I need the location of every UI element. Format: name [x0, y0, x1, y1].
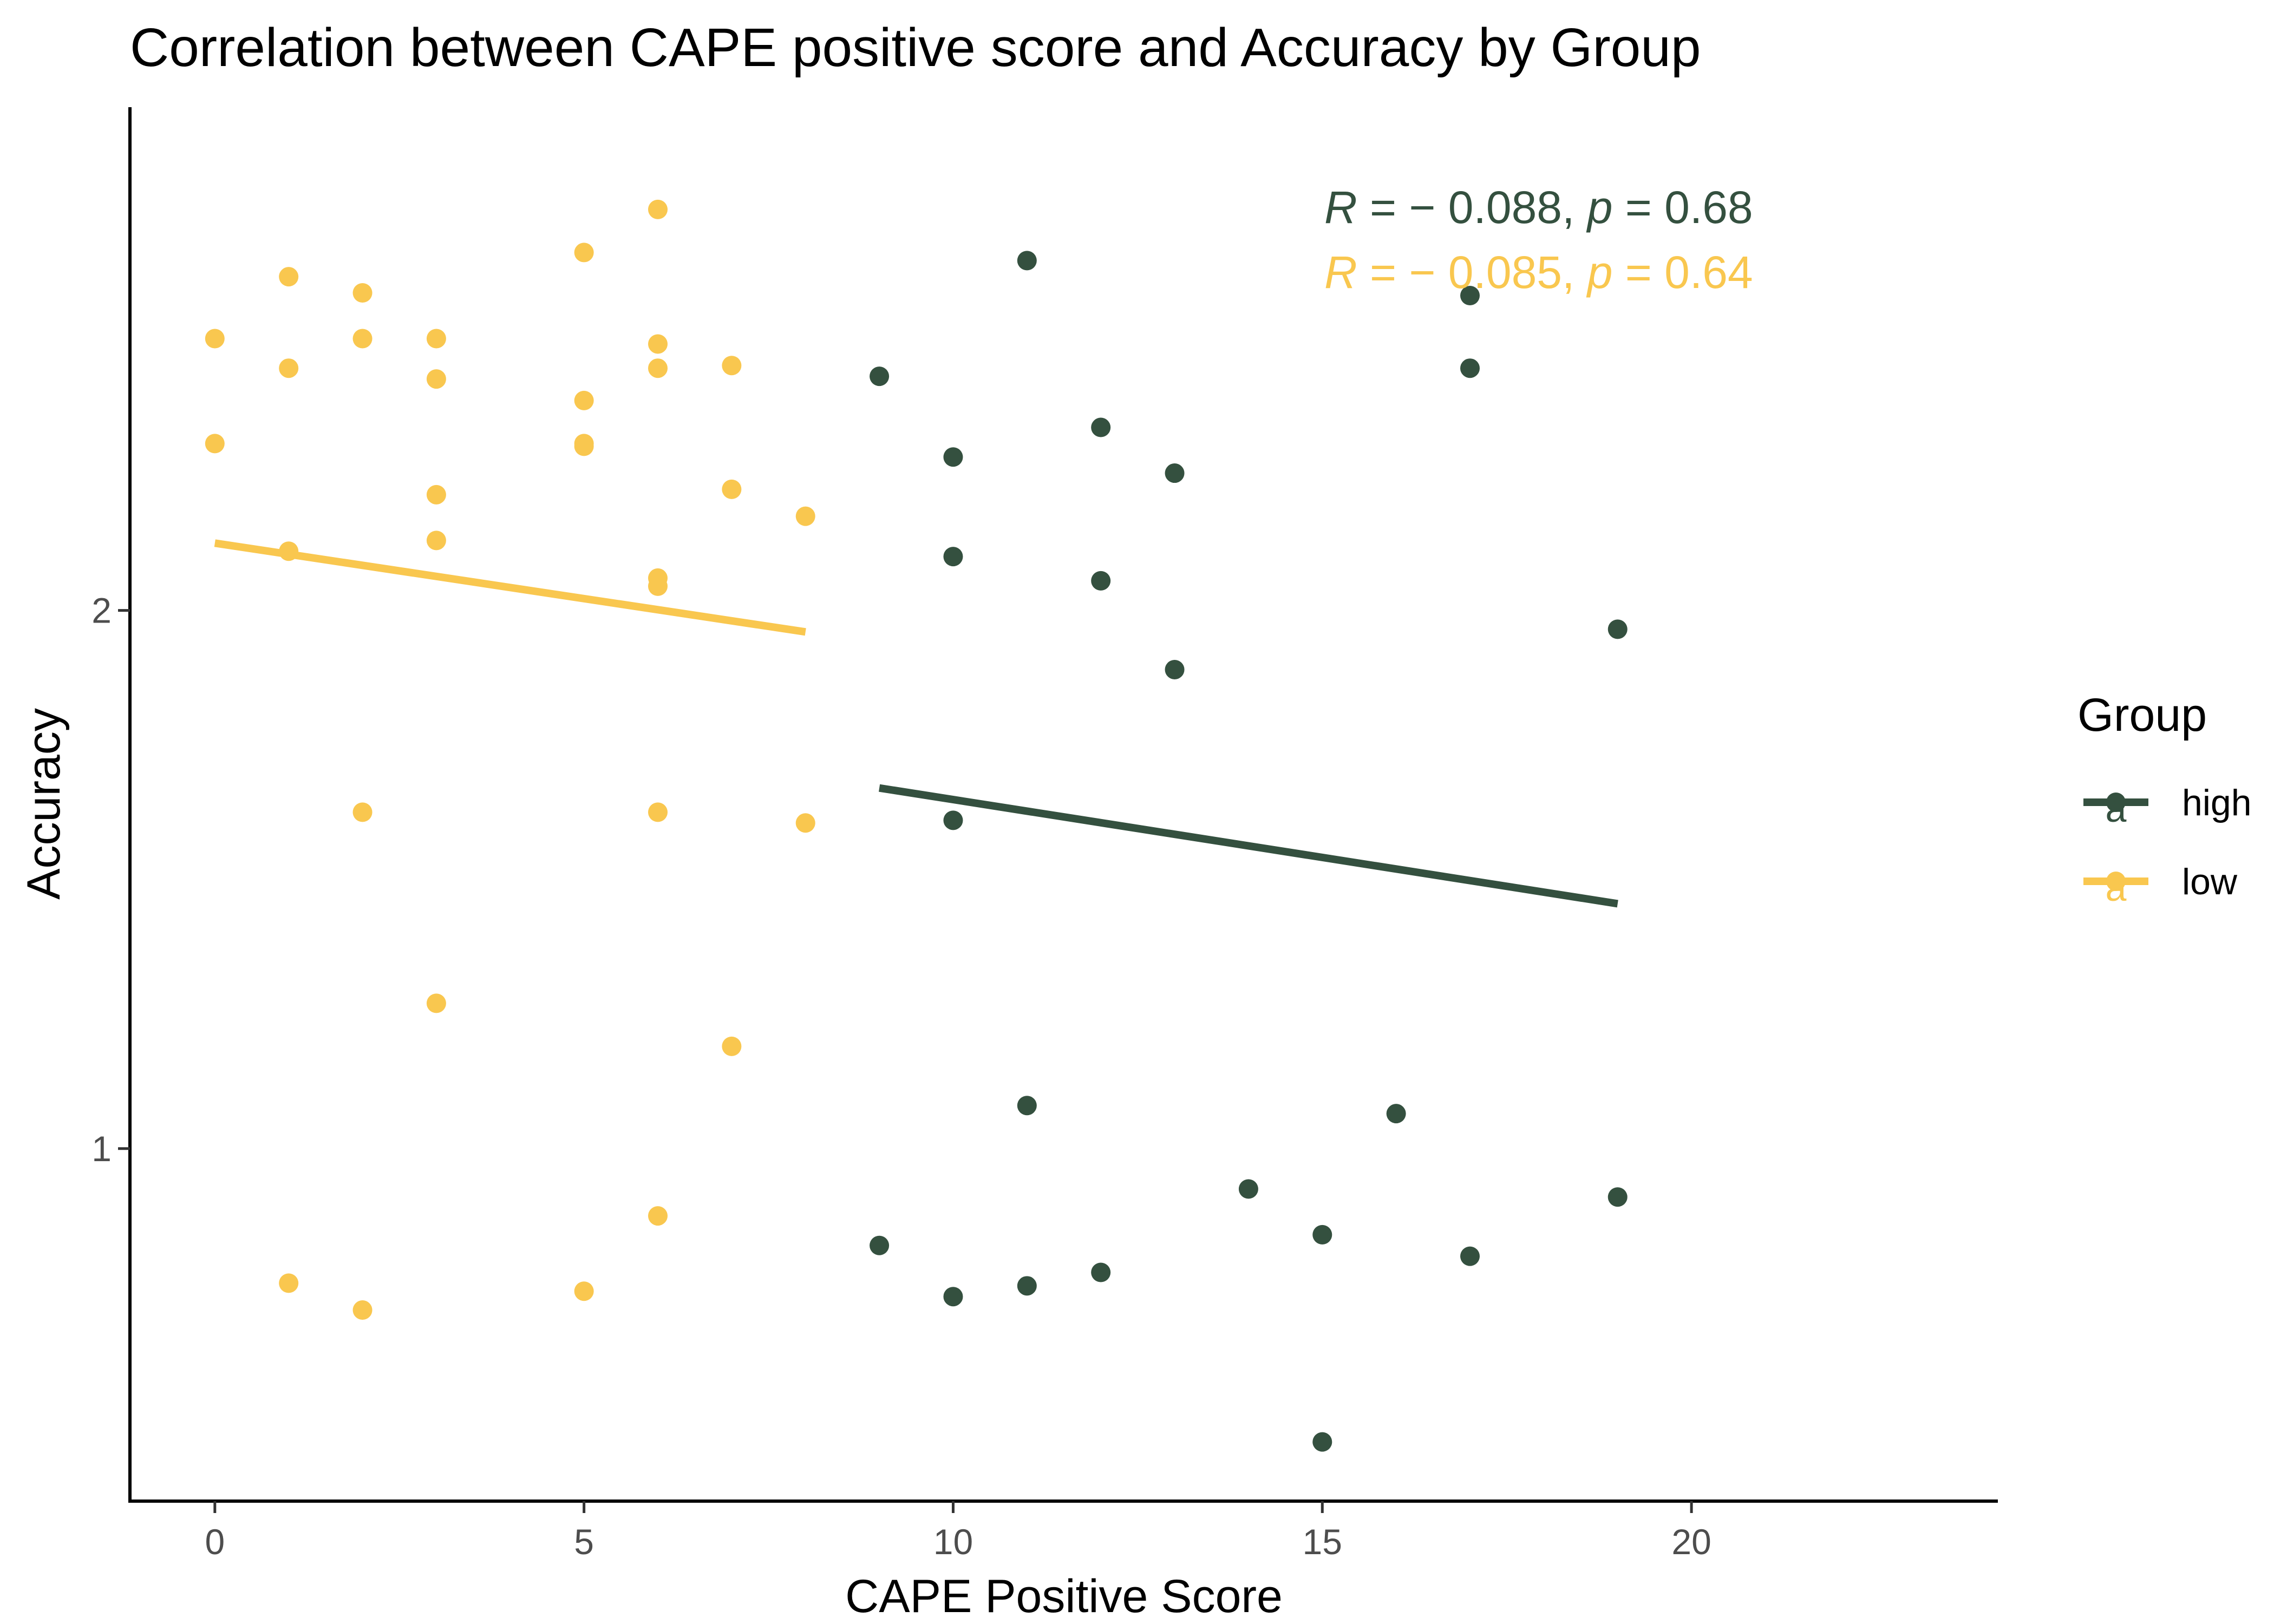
data-point-high — [870, 366, 890, 387]
data-point-low — [426, 993, 446, 1013]
data-point-low — [648, 802, 668, 822]
data-point-high — [1608, 1187, 1628, 1207]
data-point-high — [943, 447, 963, 467]
data-point-high — [870, 1235, 890, 1255]
data-point-low — [722, 356, 742, 376]
data-point-low — [426, 531, 446, 551]
legend-label-low: low — [2182, 861, 2238, 902]
data-point-low — [574, 243, 594, 263]
data-point-low — [722, 479, 742, 499]
correlation-label-high: R = − 0.088, p = 0.68 — [1324, 182, 1753, 233]
data-point-low — [352, 329, 373, 349]
legend-title: Group — [2077, 689, 2207, 741]
data-point-low — [574, 390, 594, 410]
data-point-low — [574, 1281, 594, 1301]
data-point-high — [1312, 1432, 1332, 1452]
legend-key-glyph-low: a — [2106, 867, 2127, 909]
x-tick-label: 10 — [933, 1522, 973, 1562]
data-point-high — [1608, 619, 1628, 639]
data-point-low — [795, 506, 815, 526]
x-axis-ticks: 0 5 10 15 20 — [205, 1501, 1711, 1562]
data-point-high — [1091, 417, 1111, 437]
data-point-high — [1017, 1096, 1037, 1116]
data-point-low — [352, 1300, 373, 1320]
fit-line-low — [214, 539, 806, 636]
data-point-low — [279, 1273, 299, 1293]
data-point-high — [1312, 1224, 1332, 1245]
chart-title: Correlation between CAPE positive score … — [130, 17, 1701, 78]
y-axis-ticks: 12 — [92, 591, 130, 1169]
data-point-low — [279, 358, 299, 378]
data-point-low — [648, 576, 668, 596]
x-tick-label: 5 — [574, 1522, 594, 1562]
data-point-low — [426, 329, 446, 349]
data-point-low — [574, 436, 594, 456]
x-tick-label: 20 — [1671, 1522, 1711, 1562]
data-point-low — [426, 484, 446, 505]
y-tick-label: 2 — [92, 591, 112, 631]
data-point-low — [279, 267, 299, 287]
data-point-low — [648, 1206, 668, 1226]
data-point-low — [352, 283, 373, 303]
x-axis-title: CAPE Positive Score — [845, 1570, 1283, 1622]
data-point-high — [943, 810, 963, 830]
data-point-low — [722, 1036, 742, 1056]
fit-line-high — [879, 784, 1618, 908]
legend-key-point-low — [2106, 872, 2126, 891]
data-point-low — [205, 434, 225, 454]
fit-lines — [214, 539, 1618, 908]
y-axis-title: Accuracy — [18, 708, 70, 900]
data-point-high — [1017, 1276, 1037, 1296]
data-point-high — [1460, 285, 1480, 305]
data-point-high — [1460, 358, 1480, 378]
legend-key-glyph-high: a — [2106, 788, 2127, 830]
legend-items: a high a low — [2083, 782, 2252, 909]
data-point-high — [1460, 1246, 1480, 1266]
data-point-low — [795, 813, 815, 833]
x-tick-label: 0 — [205, 1522, 225, 1562]
data-point-high — [1165, 659, 1185, 679]
data-points — [205, 199, 1628, 1452]
correlation-label-low: R = − 0.085, p = 0.64 — [1324, 247, 1753, 298]
data-point-low — [648, 358, 668, 378]
data-point-low — [279, 541, 299, 561]
data-point-high — [1238, 1179, 1258, 1199]
data-point-high — [943, 547, 963, 567]
data-point-low — [426, 369, 446, 389]
data-point-high — [1091, 1262, 1111, 1282]
data-point-high — [1017, 251, 1037, 271]
y-tick-label: 1 — [92, 1129, 112, 1169]
data-point-high — [943, 1287, 963, 1307]
x-tick-label: 15 — [1303, 1522, 1342, 1562]
data-point-low — [648, 199, 668, 219]
legend: Group a high a low — [2077, 689, 2252, 909]
legend-key-point-high — [2106, 793, 2126, 812]
data-point-low — [352, 802, 373, 822]
correlation-annotations: R = − 0.088, p = 0.68 R = − 0.085, p = 0.… — [1324, 182, 1753, 298]
data-point-high — [1386, 1104, 1406, 1124]
data-point-low — [648, 334, 668, 354]
data-point-low — [205, 329, 225, 349]
legend-label-high: high — [2182, 782, 2252, 823]
data-point-high — [1091, 571, 1111, 591]
data-point-high — [1165, 463, 1185, 483]
